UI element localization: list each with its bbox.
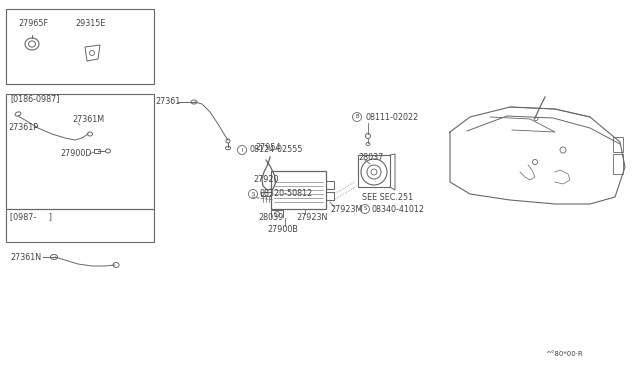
Text: 08111-02022: 08111-02022	[365, 112, 419, 122]
Text: 27900D: 27900D	[60, 150, 92, 158]
Bar	[613, 137, 623, 152]
Text: 27954: 27954	[255, 142, 280, 151]
Text: 27361N: 27361N	[10, 253, 41, 262]
Text: ^°80*00·R: ^°80*00·R	[545, 351, 583, 357]
Bar	[6, 209, 154, 242]
Text: S: S	[252, 192, 255, 196]
Text: 29315E: 29315E	[75, 19, 106, 29]
Text: [0186-0987]: [0186-0987]	[10, 94, 60, 103]
Text: 08124-02555: 08124-02555	[249, 145, 303, 154]
Text: 27900B: 27900B	[267, 224, 298, 234]
Text: 27923M: 27923M	[330, 205, 362, 215]
Text: 27361M: 27361M	[72, 115, 104, 125]
Text: 08320-50812: 08320-50812	[260, 189, 313, 199]
Text: 28037: 28037	[358, 153, 383, 161]
Bar	[271, 171, 326, 209]
Text: 27965F: 27965F	[18, 19, 48, 29]
Bar	[6, 94, 154, 209]
Bar	[358, 155, 390, 187]
Text: [0987-     ]: [0987- ]	[10, 212, 52, 221]
Bar	[326, 181, 334, 189]
Text: 27923N: 27923N	[296, 212, 328, 221]
Text: B: B	[355, 115, 359, 119]
Text: 27361: 27361	[155, 97, 180, 106]
Text: 27920: 27920	[253, 176, 278, 185]
Bar	[613, 154, 623, 174]
Text: I: I	[241, 148, 243, 153]
Text: 28039: 28039	[258, 214, 284, 222]
Text: 27361P: 27361P	[8, 124, 38, 132]
Bar	[326, 192, 334, 200]
Text: SEE SEC.251: SEE SEC.251	[362, 193, 413, 202]
Text: 08340-41012: 08340-41012	[372, 205, 425, 214]
Text: S: S	[364, 206, 367, 212]
Bar	[6, 9, 154, 84]
